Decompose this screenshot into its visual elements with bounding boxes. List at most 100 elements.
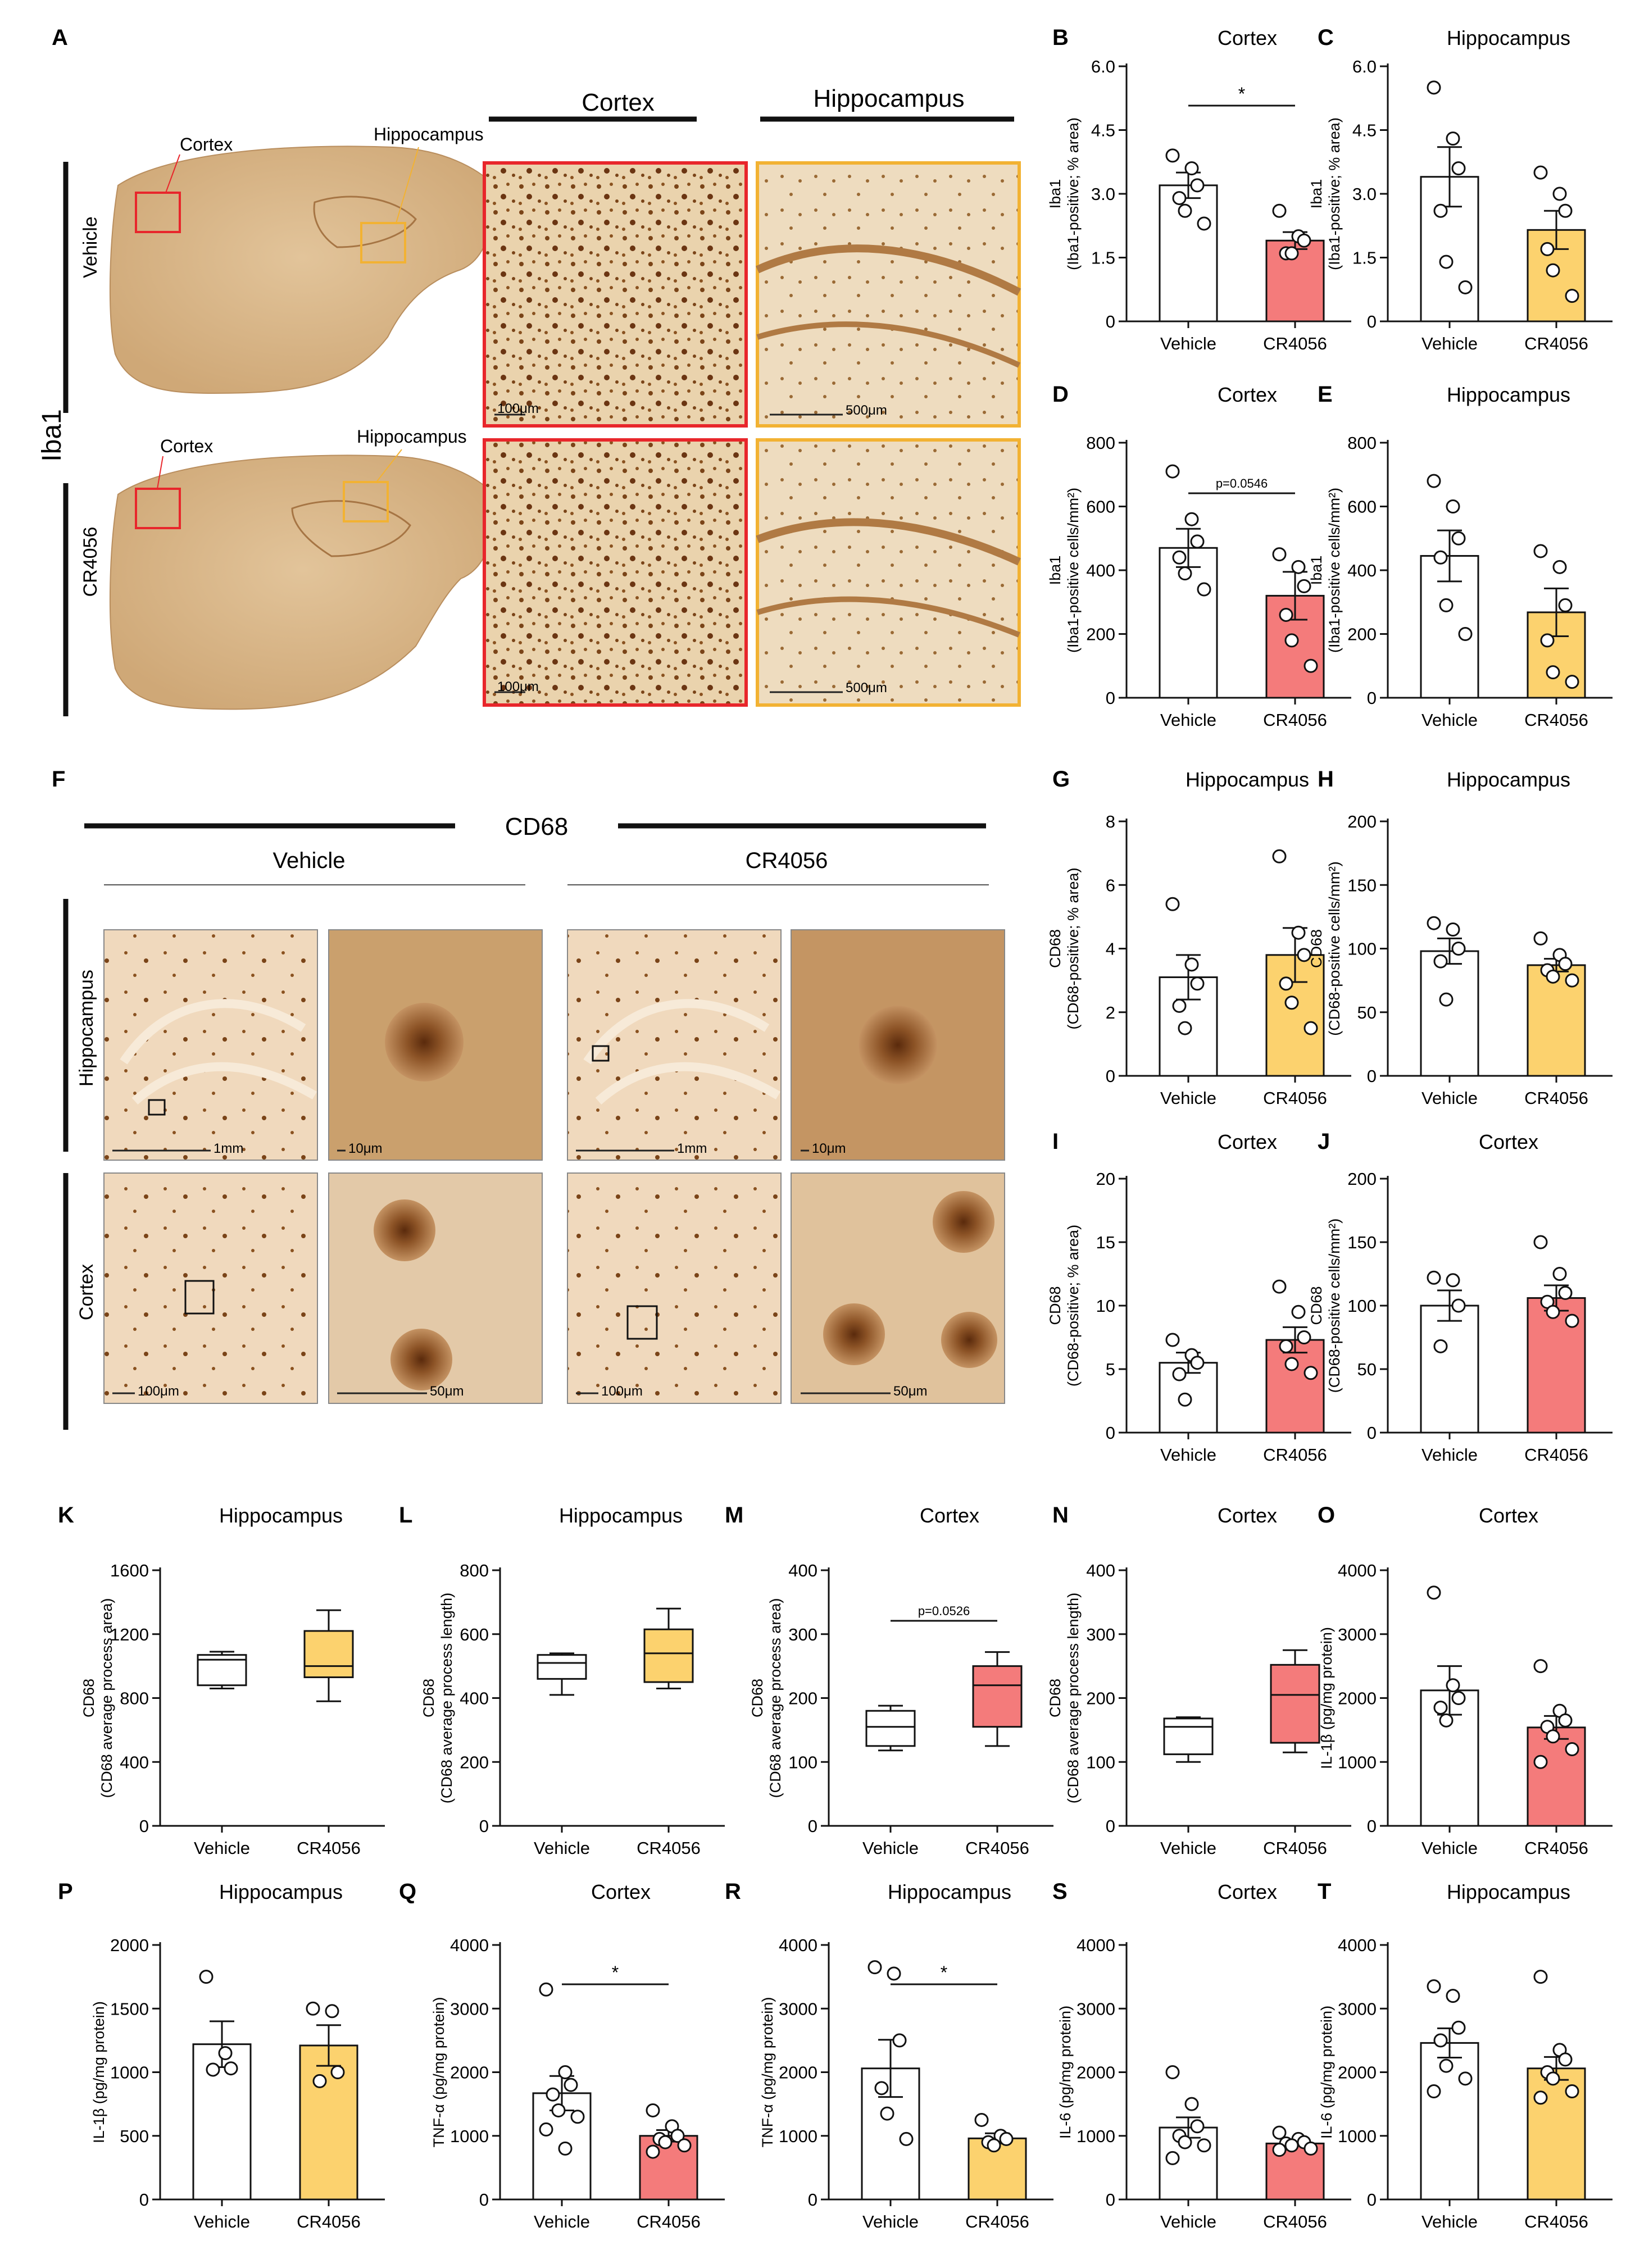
col-header-hippocampus: Hippocampus xyxy=(813,85,964,112)
y-tick-label: 3.0 xyxy=(1352,184,1377,204)
y-tick-label: 4.5 xyxy=(1352,121,1377,140)
data-point xyxy=(1272,547,1287,562)
data-point xyxy=(1272,2125,1287,2140)
data-point xyxy=(1446,499,1460,513)
chart-h: H Hippocampus 0 50 100 150 200 CD68 (CD68-positi… xyxy=(1308,767,1613,1108)
data-point xyxy=(1552,560,1567,574)
hippocampus-layer-cr4056 xyxy=(756,518,1021,566)
x-tick-label: CR4056 xyxy=(1263,1445,1327,1465)
chart-m: M Cortex 0 100 200 300 400 CD68 (CD68 average pr… xyxy=(725,1503,1053,1858)
y-axis-sublabel: (Iba1-positive; % area) xyxy=(1065,117,1082,270)
chart-title: Hippocampus xyxy=(1447,768,1570,791)
roi-box-hippocampus-vehicle xyxy=(360,222,406,263)
pointer-cortex-cr4056 xyxy=(157,456,163,489)
x-tick-label: Vehicle xyxy=(1160,1088,1216,1108)
y-tick-label: 100 xyxy=(1086,1752,1115,1772)
data-point xyxy=(999,2131,1014,2146)
significance-label: * xyxy=(941,1962,947,1983)
y-tick-label: 1000 xyxy=(450,2126,489,2146)
cd68-cortex-vehicle-low xyxy=(103,1172,318,1404)
y-axis-label: Iba1 xyxy=(1047,179,1064,209)
data-point xyxy=(1533,1755,1548,1769)
significance-label: p=0.0546 xyxy=(1216,476,1268,490)
data-point xyxy=(867,1960,882,1975)
y-tick-label: 0 xyxy=(1367,1423,1377,1443)
y-tick-label: 400 xyxy=(1086,561,1115,580)
data-point xyxy=(658,2135,673,2149)
panel-letter-j: J xyxy=(1318,1129,1330,1154)
data-point xyxy=(1178,1021,1192,1035)
region-label-cortex-cr4056: Cortex xyxy=(160,436,213,456)
y-axis-label: CD68 xyxy=(80,1679,97,1717)
chart-title: Hippocampus xyxy=(888,1880,1011,1903)
panel-letter-m: M xyxy=(725,1503,743,1528)
svg-text:50μm: 50μm xyxy=(430,1384,464,1399)
y-tick-label: 1000 xyxy=(1077,2126,1115,2146)
y-tick-label: 0 xyxy=(1106,312,1115,331)
y-tick-label: 500 xyxy=(120,2126,149,2146)
y-tick-label: 1500 xyxy=(110,1999,149,2019)
data-point xyxy=(1178,566,1192,581)
data-point xyxy=(987,2138,1001,2153)
y-tick-label: 4000 xyxy=(450,1935,489,1955)
y-axis-sublabel: (Iba1-positive cells/mm²) xyxy=(1065,488,1082,653)
chart-title: Hippocampus xyxy=(1447,26,1570,49)
y-axis-sublabel: (CD68 average process area) xyxy=(98,1598,115,1798)
data-point xyxy=(1446,1678,1460,1693)
y-tick-label: 600 xyxy=(460,1625,489,1644)
data-point xyxy=(1303,1366,1318,1380)
cd68-cortex-cr4056-low xyxy=(567,1172,782,1404)
data-point xyxy=(1565,1313,1579,1328)
y-axis-label: IL-6 (pg/mg protein) xyxy=(1057,2006,1074,2139)
y-axis-sublabel: (CD68-positive cells/mm²) xyxy=(1326,861,1343,1036)
brain-section-vehicle xyxy=(109,146,496,394)
data-point xyxy=(1458,280,1473,294)
data-point xyxy=(1291,1305,1306,1319)
y-axis-sublabel: (CD68 average process length) xyxy=(1065,1593,1082,1803)
data-point xyxy=(1558,957,1573,971)
data-point xyxy=(646,2144,660,2159)
x-tick-label: CR4056 xyxy=(1263,334,1327,353)
data-point xyxy=(539,2122,553,2137)
y-axis-sublabel: (Iba1-positive cells/mm²) xyxy=(1326,488,1343,653)
data-point xyxy=(206,2062,220,2077)
data-point xyxy=(1272,203,1287,218)
chart-l: L Hippocampus 0 200 400 600 800 CD68 (CD68 avera… xyxy=(399,1503,725,1858)
data-point xyxy=(887,1966,901,1981)
data-point xyxy=(564,2078,578,2092)
x-tick-label: Vehicle xyxy=(1421,2212,1478,2231)
data-point xyxy=(1197,582,1211,597)
y-tick-label: 1.5 xyxy=(1091,248,1115,268)
y-tick-label: 400 xyxy=(460,1689,489,1708)
group-cr4056: CR4056 xyxy=(746,848,828,873)
y-tick-label: 10 xyxy=(1096,1296,1115,1316)
data-point xyxy=(1433,203,1448,218)
y-axis-label: TNF-α (pg/mg protein) xyxy=(759,1997,776,2148)
y-axis-label: Iba1 xyxy=(1047,556,1064,585)
y-tick-label: 3000 xyxy=(450,1999,489,2019)
y-tick-label: 3000 xyxy=(1338,1999,1377,2019)
x-tick-label: Vehicle xyxy=(534,2212,590,2231)
y-tick-label: 200 xyxy=(1086,625,1115,644)
svg-text:10μm: 10μm xyxy=(812,1141,846,1156)
x-tick-label: Vehicle xyxy=(1421,1445,1478,1465)
y-tick-label: 300 xyxy=(788,1625,817,1644)
y-axis-sublabel: (CD68-positive; % area) xyxy=(1065,1225,1082,1387)
data-point xyxy=(1446,1989,1460,2003)
y-tick-label: 0 xyxy=(1367,1816,1377,1836)
data-point xyxy=(1190,534,1205,549)
y-tick-label: 1000 xyxy=(1338,1752,1377,1772)
data-point xyxy=(1565,675,1579,689)
x-tick-label: CR4056 xyxy=(1263,2212,1327,2231)
y-tick-label: 800 xyxy=(120,1689,149,1708)
y-tick-label: 100 xyxy=(1347,939,1377,959)
microglia-cortex-cr4056-1 xyxy=(933,1191,994,1253)
panel-letter-i: I xyxy=(1052,1129,1059,1154)
y-tick-label: 6 xyxy=(1106,875,1115,895)
box-cr4056 xyxy=(972,1665,1023,1728)
data-point xyxy=(1439,1713,1454,1728)
data-point xyxy=(1279,607,1293,622)
x-tick-label: Vehicle xyxy=(1421,334,1478,353)
data-point xyxy=(1172,1367,1187,1381)
